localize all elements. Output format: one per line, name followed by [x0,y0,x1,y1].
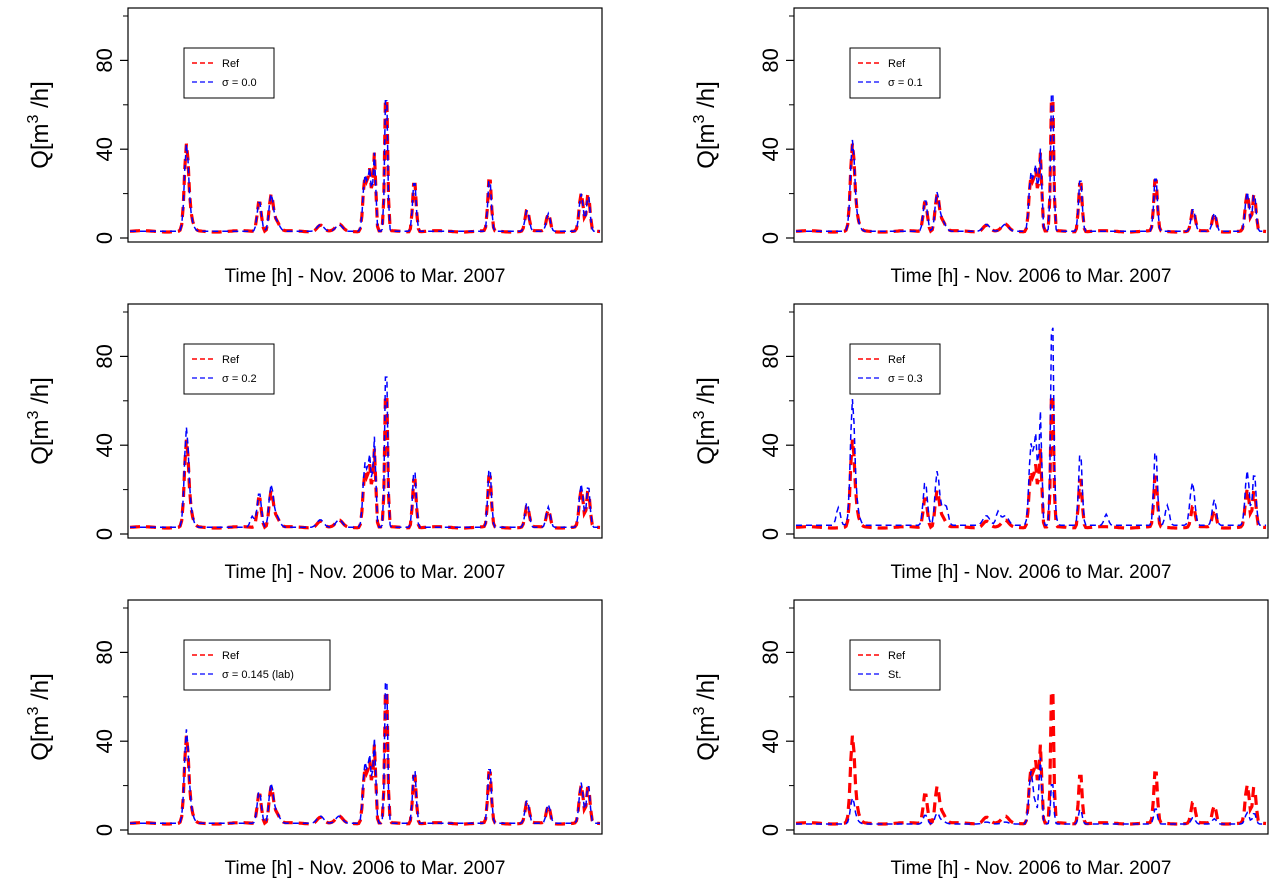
plot-frame [127,7,603,243]
x-axis-label: Time [h] - Nov. 2006 to Mar. 2007 [225,858,506,879]
legend-entry: St. [888,669,901,681]
chart-panel-1: 0 40 80 Q[m3 /h] Time [h] - Nov. 2006 to Mar… [25,7,603,287]
legend-entry: Ref [888,58,906,70]
chart-panel-2: 0 40 80 Q[m3 /h] Time [h] - Nov. 2006 to Mar… [691,7,1269,287]
y-tick-label: 0 [92,528,117,540]
chart-panel-5: 0 40 80 Q[m3 /h] Time [h] - Nov. 2006 to Mar… [25,599,603,879]
legend-entry: σ = 0.2 [222,373,257,385]
y-tick-label: 0 [758,824,783,836]
y-axis-label: Q[m3 /h] [691,673,720,761]
series-sim-line [130,376,600,529]
series-ref-line [795,394,1267,530]
x-axis-label: Time [h] - Nov. 2006 to Mar. 2007 [891,858,1172,879]
y-tick-label: 80 [758,344,783,368]
y-tick-label: 40 [92,729,117,753]
y-tick-label: 40 [92,433,117,457]
plot-frame [127,303,603,539]
y-tick-label: 0 [758,528,783,540]
y-axis-label: Q[m3 /h] [691,377,720,465]
y-axis-label: Q[m3 /h] [25,673,54,761]
plot-frame [793,599,1269,835]
series-ref-line [129,394,601,530]
legend-box [849,639,941,691]
series-ref-line [129,690,601,826]
legend-entry: σ = 0.0 [222,77,257,89]
chart-panel-6: 0 40 80 Q[m3 /h] Time [h] - Nov. 2006 to Mar… [691,599,1269,879]
series-sim-line [130,99,600,233]
legend-entry: Ref [888,354,906,366]
legend-entry: Ref [222,354,240,366]
series-sim-line [796,93,1266,233]
x-axis-label: Time [h] - Nov. 2006 to Mar. 2007 [225,562,506,583]
series-sim-line [796,757,1266,825]
y-axis-label: Q[m3 /h] [25,81,54,169]
legend-entry: Ref [888,650,906,662]
y-tick-label: 80 [758,640,783,664]
legend-entry: σ = 0.1 [888,77,923,89]
y-tick-label: 80 [758,48,783,72]
legend-box [183,47,275,99]
y-tick-label: 40 [92,137,117,161]
y-tick-label: 0 [92,232,117,244]
chart-panel-3: 0 40 80 Q[m3 /h] Time [h] - Nov. 2006 to Mar… [25,303,603,583]
legend-box [183,639,331,691]
plot-frame [127,599,603,835]
chart-panel-4: 0 40 80 Q[m3 /h] Time [h] - Nov. 2006 to Mar… [691,303,1269,583]
series-sim-line [130,681,600,825]
series-ref-line [795,690,1267,826]
legend-box [183,343,275,395]
legend-entry: σ = 0.3 [888,373,923,385]
plot-frame [793,7,1269,243]
legend-box [849,343,941,395]
y-tick-label: 40 [758,433,783,457]
y-axis-label: Q[m3 /h] [691,81,720,169]
legend-entry: σ = 0.145 (lab) [222,669,294,681]
legend-entry: Ref [222,650,240,662]
y-tick-label: 0 [92,824,117,836]
legend-entry: Ref [222,58,240,70]
series-sim-line [796,327,1266,527]
x-axis-label: Time [h] - Nov. 2006 to Mar. 2007 [891,562,1172,583]
y-tick-label: 80 [92,344,117,368]
y-tick-label: 40 [758,137,783,161]
plot-frame [793,303,1269,539]
y-tick-label: 80 [92,48,117,72]
x-axis-label: Time [h] - Nov. 2006 to Mar. 2007 [225,266,506,287]
series-ref-line [129,98,601,234]
legend-box [849,47,941,99]
series-ref-line [795,98,1267,234]
y-axis-label: Q[m3 /h] [25,377,54,465]
x-axis-label: Time [h] - Nov. 2006 to Mar. 2007 [891,266,1172,287]
y-tick-label: 0 [758,232,783,244]
y-tick-label: 40 [758,729,783,753]
y-tick-label: 80 [92,640,117,664]
